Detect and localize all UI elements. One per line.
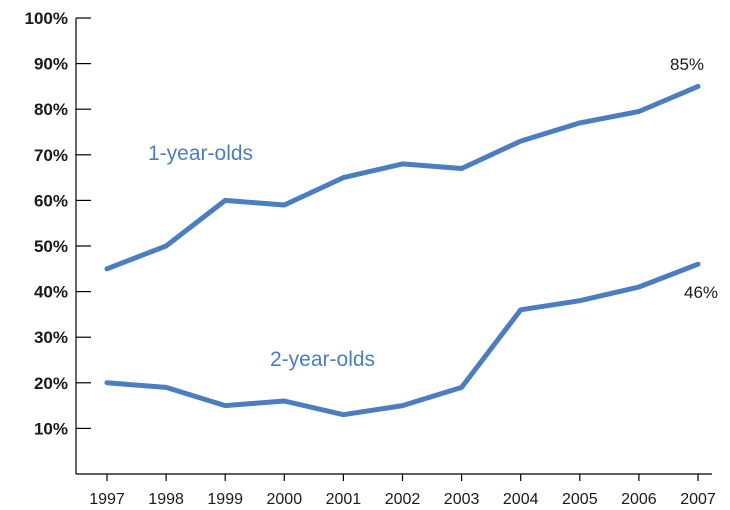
series-label-1-year-olds: 1-year-olds: [148, 142, 253, 165]
x-tick-label: 1999: [207, 491, 243, 508]
series-label-2-year-olds: 2-year-olds: [270, 348, 375, 371]
y-tick-label: 70%: [34, 146, 68, 165]
y-axis: 10% 20% 30% 40% 50% 60% 70% 80% 90% 100%: [25, 9, 91, 474]
x-tick-label: 2004: [503, 491, 539, 508]
end-label-1-year-olds: 85%: [670, 55, 704, 74]
y-tick-label: 30%: [34, 328, 68, 347]
series-lines: [104, 83, 701, 418]
x-tick-label: 2000: [267, 491, 303, 508]
series-line-2-year-olds: [104, 261, 701, 418]
x-tick-label: 2002: [385, 491, 421, 508]
y-tick-label: 10%: [34, 419, 68, 438]
series-line-1-year-olds: [104, 83, 701, 272]
y-tick-label: 90%: [34, 55, 68, 74]
x-tick-label: 1997: [89, 491, 125, 508]
end-label-2-year-olds: 46%: [684, 283, 718, 302]
x-tick-label: 1998: [148, 491, 184, 508]
x-tick-label: 2003: [444, 491, 480, 508]
chart-labels: 1-year-olds 2-year-olds 85% 46%: [148, 55, 718, 371]
y-tick-label: 40%: [34, 283, 68, 302]
x-tick-label: 2007: [680, 491, 716, 508]
y-tick-label: 80%: [34, 100, 68, 119]
y-tick-label: 100%: [25, 9, 68, 28]
x-tick-label: 2001: [326, 491, 362, 508]
y-tick-label: 50%: [34, 237, 68, 256]
x-tick-label: 2005: [562, 491, 598, 508]
y-tick-label: 60%: [34, 191, 68, 210]
x-tick-label: 2006: [621, 491, 657, 508]
y-tick-label: 20%: [34, 374, 68, 393]
x-axis: 1997 1998 1999 2000 2001 2002 2003 2004 2005 2006…: [76, 473, 716, 508]
